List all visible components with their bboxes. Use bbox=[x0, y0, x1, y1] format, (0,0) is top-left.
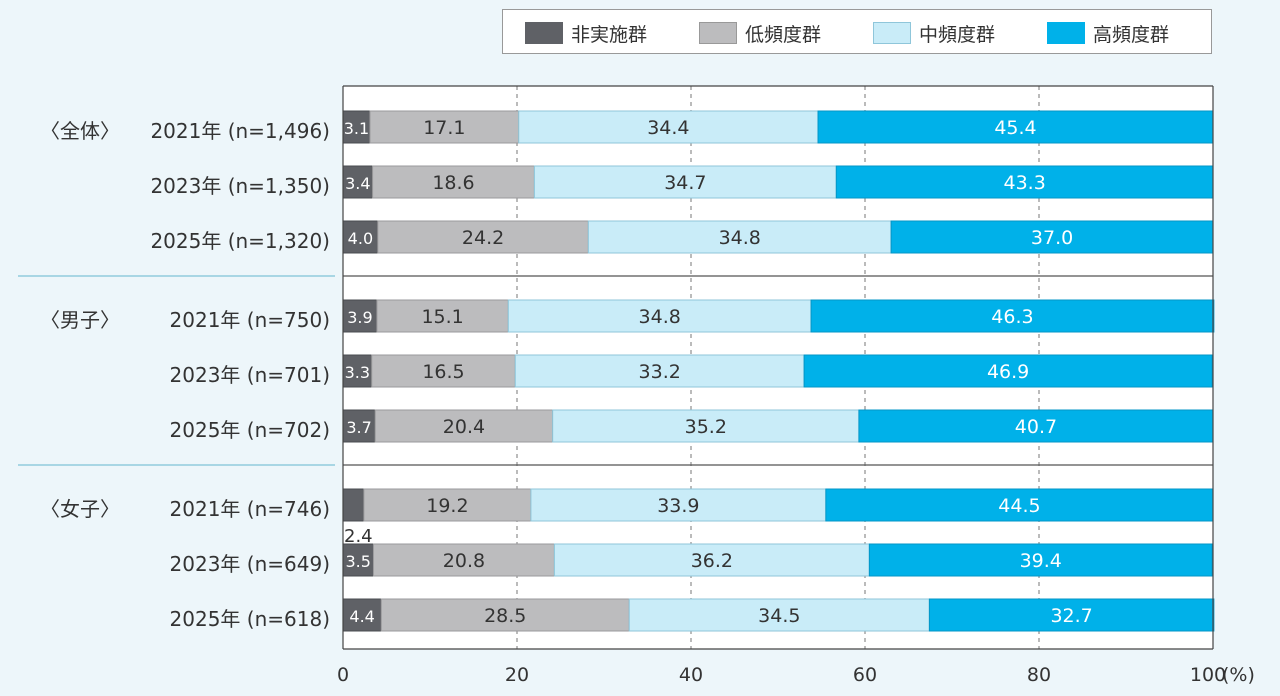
row-label: 2025年 (n=618) bbox=[169, 607, 330, 631]
data-label: 35.2 bbox=[685, 416, 727, 438]
data-label: 3.9 bbox=[347, 308, 372, 327]
data-label: 24.2 bbox=[462, 227, 504, 249]
bar-segment-low-frequency bbox=[371, 354, 516, 388]
data-label: 34.4 bbox=[647, 117, 689, 139]
x-tick-label: 20 bbox=[504, 664, 530, 686]
bar-segment-mid-frequency bbox=[628, 598, 930, 632]
row-label: 2021年 (n=750) bbox=[169, 308, 330, 332]
axis-layer bbox=[342, 85, 1214, 650]
legend-swatch-low-frequency bbox=[699, 22, 737, 44]
legend-item-non-participant: 非実施群 bbox=[525, 22, 648, 46]
bar-segment-mid-frequency bbox=[518, 110, 819, 144]
data-label: 4.4 bbox=[349, 607, 374, 626]
group-label-girls: 〈女子〉 bbox=[40, 497, 120, 521]
row-label: 2025年 (n=702) bbox=[169, 418, 330, 442]
data-label: 45.4 bbox=[994, 117, 1036, 139]
x-tick-label: 40 bbox=[678, 664, 704, 686]
bar-segment-high-frequency bbox=[825, 488, 1214, 522]
row-label: 2021年 (n=1,496) bbox=[150, 119, 330, 143]
data-label: 44.5 bbox=[998, 495, 1040, 517]
bar-segment-low-frequency bbox=[380, 598, 630, 632]
legend: 非実施群 低頻度群 中頻度群 高頻度群 bbox=[502, 9, 1212, 54]
bar-segment-high-frequency bbox=[890, 220, 1214, 254]
data-label: 3.4 bbox=[345, 174, 370, 193]
data-label: 43.3 bbox=[1003, 172, 1045, 194]
legend-label-mid-frequency: 中頻度群 bbox=[919, 23, 996, 46]
legend-label-low-frequency: 低頻度群 bbox=[745, 23, 822, 46]
data-label: 3.7 bbox=[346, 418, 371, 437]
data-label: 20.8 bbox=[443, 550, 485, 572]
bars-layer bbox=[342, 110, 1215, 632]
bar-segment-low-frequency bbox=[377, 220, 589, 254]
data-label: 3.1 bbox=[344, 119, 369, 138]
bar-segment-high-frequency bbox=[928, 598, 1215, 632]
data-label: 34.7 bbox=[664, 172, 706, 194]
data-label: 3.5 bbox=[345, 552, 370, 571]
x-tick-label: 0 bbox=[336, 664, 350, 686]
bar-segment-mid-frequency bbox=[514, 354, 805, 388]
data-label: 34.8 bbox=[639, 306, 681, 328]
group-label-boys: 〈男子〉 bbox=[40, 308, 120, 332]
data-label: 3.3 bbox=[345, 363, 370, 382]
data-label: 18.6 bbox=[432, 172, 474, 194]
data-label: 16.5 bbox=[422, 361, 464, 383]
data-label: 37.0 bbox=[1031, 227, 1073, 249]
legend-item-mid-frequency: 中頻度群 bbox=[873, 22, 996, 46]
data-label: 33.9 bbox=[657, 495, 699, 517]
legend-swatch-non-participant bbox=[525, 22, 563, 44]
x-tick-label: 80 bbox=[1026, 664, 1052, 686]
bar-segment-high-frequency bbox=[835, 165, 1214, 199]
data-label: 17.1 bbox=[423, 117, 465, 139]
group-label-all: 〈全体〉 bbox=[40, 119, 120, 143]
bar-segment-low-frequency bbox=[363, 488, 532, 522]
row-label: 2023年 (n=701) bbox=[169, 363, 330, 387]
bar-segment-non-participant bbox=[342, 220, 379, 254]
legend-item-low-frequency: 低頻度群 bbox=[699, 22, 822, 46]
data-label: 32.7 bbox=[1050, 605, 1092, 627]
bar-segment-non-participant bbox=[342, 354, 373, 388]
row-label: 2021年 (n=746) bbox=[169, 497, 330, 521]
data-label: 34.5 bbox=[758, 605, 800, 627]
data-label: 4.0 bbox=[348, 229, 373, 248]
bar-segment-non-participant bbox=[342, 110, 371, 144]
data-label: 15.1 bbox=[421, 306, 463, 328]
data-label: 34.8 bbox=[719, 227, 761, 249]
legend-label-high-frequency: 高頻度群 bbox=[1093, 23, 1170, 46]
data-label: 46.3 bbox=[991, 306, 1033, 328]
row-label: 2025年 (n=1,320) bbox=[150, 229, 330, 253]
x-axis-unit: (%) bbox=[1222, 664, 1255, 686]
bar-segment-high-frequency bbox=[810, 299, 1215, 333]
data-label: 19.2 bbox=[426, 495, 468, 517]
bar-segment-non-participant bbox=[342, 598, 382, 632]
bar-segment-mid-frequency bbox=[552, 409, 860, 443]
bar-segment-high-frequency bbox=[868, 543, 1213, 577]
data-label: 46.9 bbox=[987, 361, 1029, 383]
data-label: 40.7 bbox=[1015, 416, 1057, 438]
bar-segment-high-frequency bbox=[817, 110, 1214, 144]
data-label: 28.5 bbox=[484, 605, 526, 627]
data-label: 33.2 bbox=[639, 361, 681, 383]
bar-segment-high-frequency bbox=[803, 354, 1213, 388]
row-label: 2023年 (n=649) bbox=[169, 552, 330, 576]
row-label: 2023年 (n=1,350) bbox=[150, 174, 330, 198]
bar-segment-low-frequency bbox=[369, 110, 520, 144]
bar-segment-non-participant bbox=[342, 488, 365, 522]
bar-segment-high-frequency bbox=[858, 409, 1214, 443]
x-tick-label: 100 bbox=[1189, 664, 1227, 686]
bar-segment-non-participant bbox=[342, 299, 378, 333]
data-label: 36.2 bbox=[691, 550, 733, 572]
bar-segment-low-frequency bbox=[372, 543, 555, 577]
legend-label-non-participant: 非実施群 bbox=[571, 23, 648, 46]
x-tick-label: 60 bbox=[852, 664, 878, 686]
data-label: 20.4 bbox=[443, 416, 485, 438]
legend-swatch-mid-frequency bbox=[873, 22, 911, 44]
legend-swatch-high-frequency bbox=[1047, 22, 1085, 44]
bar-segment-mid-frequency bbox=[587, 220, 892, 254]
value-labels-layer: 3.1 17.1 34.4 45.4 3.4 18.6 34.7 43.3 4.0 24.2 34.… bbox=[344, 117, 1093, 627]
legend-item-high-frequency: 高頻度群 bbox=[1047, 22, 1170, 46]
data-label: 2.4 bbox=[344, 526, 373, 547]
data-label: 39.4 bbox=[1020, 550, 1062, 572]
